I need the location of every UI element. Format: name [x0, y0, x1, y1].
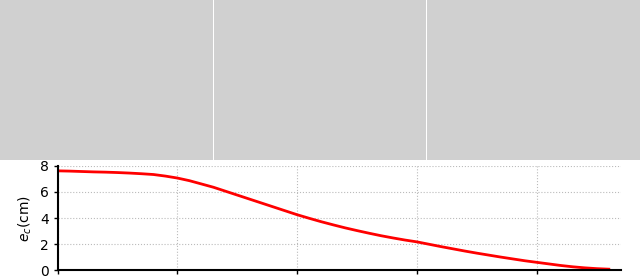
Y-axis label: $e_c$(cm): $e_c$(cm): [17, 195, 34, 242]
